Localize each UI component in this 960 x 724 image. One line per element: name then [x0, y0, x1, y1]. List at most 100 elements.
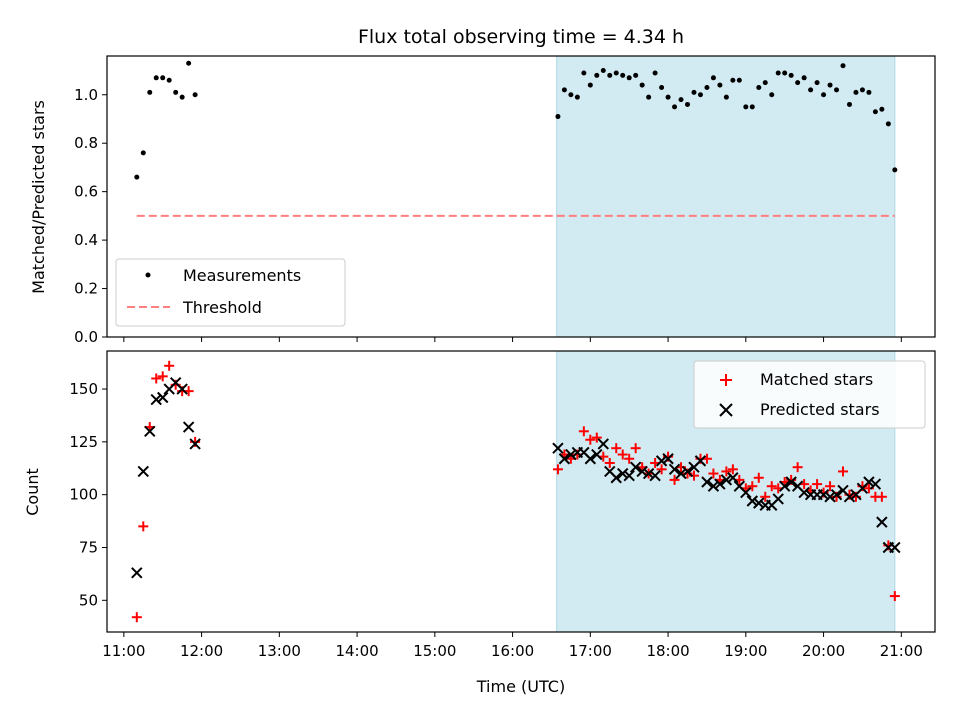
measurement-point	[756, 84, 762, 90]
legend-matched-label: Matched stars	[760, 370, 873, 389]
bottom-legend-box	[693, 360, 926, 429]
x-tick-label: 12:00	[180, 642, 223, 660]
predicted-star-point	[889, 541, 901, 554]
matched-star-point	[753, 472, 764, 483]
measurement-point	[665, 94, 671, 100]
measurement-point	[697, 92, 703, 98]
predicted-star-point	[558, 453, 571, 465]
predicted-star-point	[740, 486, 752, 499]
predicted-star-point	[182, 421, 195, 433]
top-panel: 0.0 0.2 0.4 0.6 0.8 1.0 Matched/Predicted sta…	[29, 55, 936, 346]
matched-star-point	[812, 479, 823, 490]
measurement-point	[736, 77, 742, 83]
predicted-star-point	[668, 463, 681, 476]
bottom-y-tick-label: 125	[69, 433, 98, 451]
measurement-point	[769, 92, 775, 98]
matched-star-point	[164, 360, 175, 371]
matched-star-point	[760, 491, 771, 502]
measurement-point	[134, 174, 140, 180]
x-tick-label: 19:00	[724, 642, 767, 660]
measurement-point	[775, 70, 781, 76]
matched-star-point	[591, 432, 602, 443]
predicted-star-point	[610, 472, 622, 484]
matched-star-point	[825, 481, 836, 492]
predicted-star-point	[662, 453, 674, 465]
measurement-point	[574, 94, 580, 100]
predicted-star-point	[176, 383, 188, 395]
predicted-star-point	[817, 488, 830, 501]
predicted-star-point	[746, 495, 759, 507]
predicted-star-point	[642, 467, 655, 480]
predicted-star-point	[137, 465, 149, 478]
measurement-point	[788, 72, 794, 78]
top-y-tick-label: 0.0	[74, 328, 98, 346]
top-y-tick-label: 0.4	[74, 231, 98, 249]
predicted-star-point	[591, 448, 603, 461]
predicted-star-point	[617, 467, 629, 480]
measurement-point	[685, 101, 691, 107]
measurement-point	[173, 89, 179, 95]
predicted-star-point	[876, 516, 888, 528]
measurement-point	[620, 72, 626, 78]
predicted-star-point	[753, 497, 765, 509]
bottom-y-tick-label: 50	[79, 591, 98, 609]
matched-star-point	[876, 491, 887, 502]
bottom-panel: 50 75 100 125 150 11:00 12:00 13:00 14:00 15:00 1…	[23, 350, 936, 696]
x-tick-label: 20:00	[802, 642, 845, 660]
measurement-point	[743, 104, 749, 110]
measurement-point	[866, 89, 872, 95]
predicted-star-point	[772, 493, 784, 505]
measurement-point	[834, 87, 840, 93]
measurement-point	[186, 60, 192, 66]
matched-star-point	[656, 464, 667, 475]
predicted-star-point	[694, 455, 707, 467]
top-legend: Measurements Threshold	[115, 258, 346, 327]
matched-star-point	[838, 466, 848, 477]
legend-measurements-label: Measurements	[183, 266, 301, 285]
predicted-star-point	[701, 476, 713, 488]
measurement-point	[885, 121, 891, 127]
matched-star-point	[157, 371, 168, 382]
measurement-point	[613, 70, 619, 76]
matched-star-point	[578, 426, 589, 437]
matched-star-point	[131, 612, 142, 623]
matched-star-point	[617, 449, 628, 460]
measurement-point	[814, 80, 820, 86]
matched-star-point	[611, 443, 622, 454]
top-axes-frame	[106, 55, 936, 338]
predicted-star-point	[150, 393, 162, 406]
measurement-point	[808, 87, 814, 93]
predicted-star-point	[144, 425, 156, 437]
measurement-point	[840, 63, 846, 69]
matched-star-point	[138, 521, 149, 532]
predicted-star-point	[655, 455, 668, 467]
top-shaded-interval	[556, 55, 896, 338]
predicted-star-point	[552, 442, 564, 454]
measurement-point	[691, 89, 697, 95]
matched-star-point	[585, 434, 596, 445]
measurement-point	[717, 82, 723, 88]
predicted-star-point	[681, 465, 694, 478]
predicted-star-point	[597, 438, 609, 450]
bottom-axes-frame	[106, 350, 936, 633]
measurement-point	[561, 87, 567, 93]
legend-predicted-label: Predicted stars	[760, 400, 880, 419]
measurement-point	[782, 70, 788, 76]
measurement-point	[710, 75, 716, 81]
measurement-point	[723, 94, 729, 100]
bottom-y-tick-label: 100	[69, 486, 98, 504]
measurement-point	[581, 70, 587, 76]
matched-star-point	[708, 468, 719, 479]
measurement-point	[626, 75, 632, 81]
measurement-point	[140, 150, 146, 156]
matched-star-point	[669, 474, 680, 485]
measurement-point	[160, 75, 166, 81]
predicted-star-point	[629, 461, 642, 473]
predicted-star-point	[157, 391, 169, 404]
top-y-tick-label: 0.6	[74, 183, 98, 201]
measurement-point	[587, 82, 593, 88]
predicted-star-point	[189, 438, 201, 450]
top-y-tick-label: 0.8	[74, 134, 98, 152]
predicted-star-point	[798, 486, 810, 499]
